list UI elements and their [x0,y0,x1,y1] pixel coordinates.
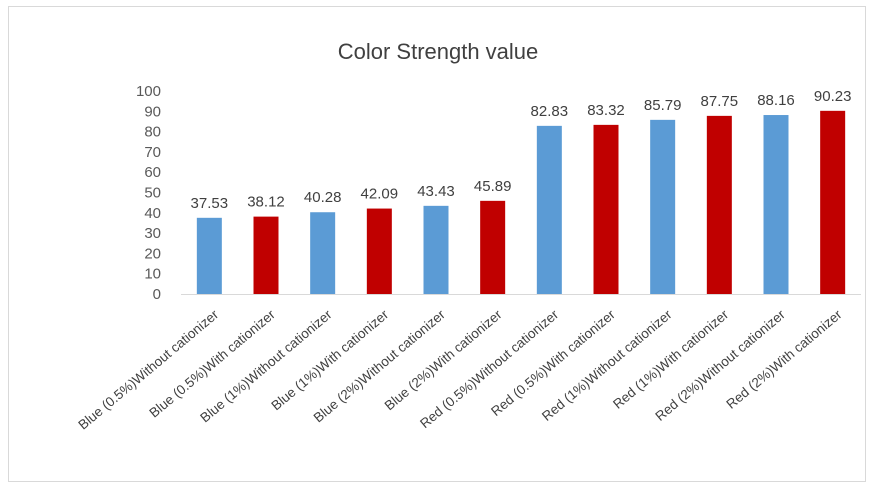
bar [480,200,506,294]
y-tick-label: 10 [144,266,161,283]
chart-title: Color Strength value [338,39,539,64]
y-tick-label: 70 [144,144,161,161]
data-label: 83.32 [587,102,625,119]
chart-frame: Color Strength value 0 10 20 30 40 50 60 70 80 90… [8,6,866,482]
data-label: 37.53 [191,195,229,212]
y-tick-label: 30 [144,225,161,242]
bar [366,208,392,294]
bar [593,124,619,294]
data-label: 45.89 [474,178,512,195]
y-tick-label: 90 [144,103,161,120]
data-label: 90.23 [814,88,852,105]
bar [253,216,279,294]
data-label: 88.16 [757,92,795,109]
y-tick-label: 40 [144,205,161,222]
y-tick-label: 0 [153,286,161,303]
y-tick-label: 80 [144,124,161,141]
y-tick-label: 20 [144,245,161,262]
bar [536,125,562,294]
bar [763,115,789,294]
bar [196,217,222,294]
bar [706,115,732,295]
y-tick-label: 60 [144,164,161,181]
x-tick-label: Red (2%)With cationizer [723,306,845,411]
y-tick-label: 50 [144,185,161,202]
data-label: 85.79 [644,97,682,114]
bar [820,110,846,294]
data-label: 43.43 [417,183,455,200]
data-label: 40.28 [304,189,342,206]
bars [196,110,846,295]
bar [310,212,336,294]
data-labels: 37.53 38.12 40.28 42.09 43.43 45.89 82.83 83.32… [191,88,852,212]
bar [650,119,676,294]
data-label: 87.75 [701,93,739,110]
data-label: 38.12 [247,194,285,211]
data-label: 82.83 [531,103,569,120]
bar [423,205,449,294]
y-tick-label: 100 [136,83,161,100]
y-axis: 0 10 20 30 40 50 60 70 80 90 100 [136,83,161,303]
data-label: 42.09 [361,186,399,203]
bar-chart: Color Strength value 0 10 20 30 40 50 60 70 80 90… [75,39,861,433]
